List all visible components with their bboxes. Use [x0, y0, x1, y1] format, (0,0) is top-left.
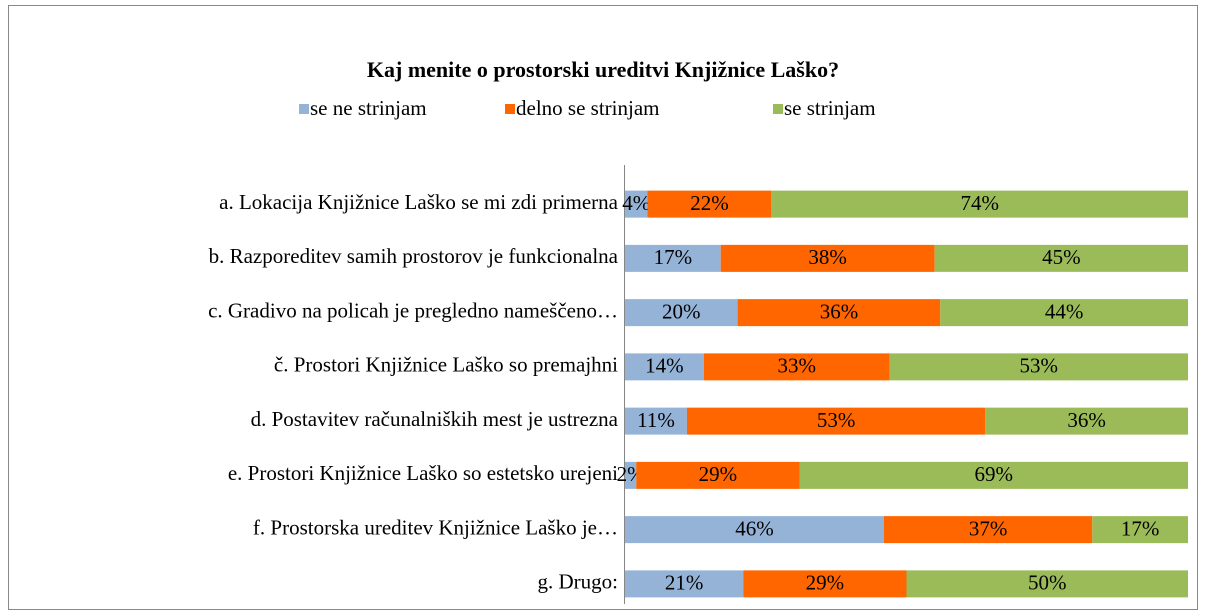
data-label: 46%: [735, 516, 774, 540]
bar-segment: [625, 407, 687, 435]
data-label: 14%: [645, 354, 684, 378]
bar-segment: [703, 353, 890, 381]
data-label: 17%: [1121, 516, 1160, 540]
data-label: 36%: [1067, 408, 1106, 432]
data-label: 69%: [975, 462, 1014, 486]
bar-segment: [686, 407, 986, 435]
legend-swatch: [505, 104, 515, 114]
bar-segment: [625, 461, 637, 489]
bar-segment: [906, 570, 1188, 598]
y-tick-label: c. Gradivo na policah je pregledno nameš…: [208, 298, 618, 322]
data-label: 29%: [806, 571, 845, 595]
bar-segment: [720, 244, 935, 272]
data-label: 50%: [1028, 571, 1067, 595]
y-tick-label: g. Drugo:: [538, 570, 619, 594]
bar-segment: [743, 570, 907, 598]
data-label: 53%: [1020, 354, 1059, 378]
y-tick-label: d. Postavitev računalniških mest je ustr…: [251, 407, 619, 431]
bar-segment: [737, 299, 941, 327]
y-tick-label: b. Razporeditev samih prostorov je funkc…: [209, 244, 619, 268]
data-label: 33%: [777, 354, 816, 378]
data-label: 20%: [662, 299, 701, 323]
bar-segment: [985, 407, 1188, 435]
data-label: 74%: [960, 191, 999, 215]
legend-label: delno se strinjam: [516, 96, 659, 120]
bar-segment: [647, 190, 772, 218]
data-label: 21%: [665, 571, 704, 595]
bar-segment: [625, 299, 738, 327]
data-label: 38%: [808, 245, 847, 269]
data-label: 29%: [699, 462, 738, 486]
bar-segment: [799, 461, 1188, 489]
bar-segment: [625, 353, 704, 381]
data-label: 11%: [637, 408, 675, 432]
bar-segment: [625, 516, 884, 544]
legend-swatch: [773, 104, 783, 114]
bar-segment: [625, 570, 744, 598]
y-tick-label: e. Prostori Knjižnice Laško so estetsko …: [228, 461, 618, 485]
bar-segment: [636, 461, 800, 489]
data-label: 22%: [690, 191, 729, 215]
data-label: 53%: [817, 408, 856, 432]
bar-segment: [625, 190, 648, 218]
chart-title: Kaj menite o prostorski ureditvi Knjižni…: [367, 57, 839, 82]
bar-segment: [771, 190, 1188, 218]
legend-swatch: [299, 104, 309, 114]
y-tick-label: f. Prostorska ureditev Knjižnice Laško j…: [253, 515, 618, 539]
bar-segment: [1092, 516, 1188, 544]
legend-label: se strinjam: [784, 96, 876, 120]
data-label: 36%: [820, 299, 859, 323]
data-label: 4%: [622, 191, 650, 215]
bar-segment: [940, 299, 1188, 327]
legend-label: se ne strinjam: [310, 96, 427, 120]
bar-segment: [889, 353, 1188, 381]
data-label: 44%: [1045, 299, 1084, 323]
y-tick-label: č. Prostori Knjižnice Laško so premajhni: [274, 353, 618, 377]
bar-segment: [934, 244, 1188, 272]
bar-segment: [625, 244, 721, 272]
data-label: 37%: [969, 516, 1008, 540]
bar-segment: [883, 516, 1093, 544]
data-label: 45%: [1042, 245, 1081, 269]
data-label: 17%: [654, 245, 693, 269]
y-tick-label: a. Lokacija Knjižnice Laško se mi zdi pr…: [219, 190, 619, 214]
